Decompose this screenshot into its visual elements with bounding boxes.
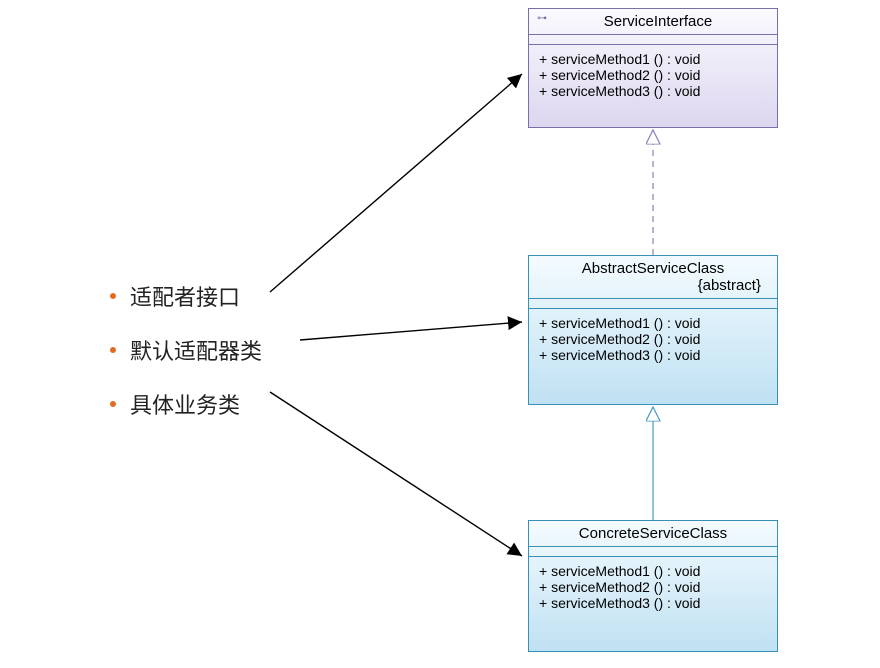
uml-box-interface: ⊶ ServiceInterface + serviceMethod1 () :…	[528, 8, 778, 128]
uml-method: + serviceMethod3 () : void	[539, 83, 767, 99]
uml-title-row: ConcreteServiceClass	[529, 521, 777, 547]
bullet-item: 适配者接口	[110, 280, 262, 312]
uml-box-concrete: ConcreteServiceClass + serviceMethod1 ()…	[528, 520, 778, 652]
bullet-label: 默认适配器类	[130, 334, 262, 366]
uml-method: + serviceMethod1 () : void	[539, 563, 767, 579]
uml-title: ConcreteServiceClass	[579, 525, 727, 542]
uml-method: + serviceMethod3 () : void	[539, 595, 767, 611]
bullet-dot-icon	[110, 293, 116, 299]
bullet-item: 默认适配器类	[110, 334, 262, 366]
uml-title: ServiceInterface	[604, 13, 712, 30]
bullet-list: 适配者接口默认适配器类具体业务类	[110, 280, 262, 442]
bullet-label: 适配者接口	[130, 280, 240, 312]
uml-attrs-empty	[529, 299, 777, 309]
uml-method: + serviceMethod2 () : void	[539, 331, 767, 347]
connector-pointer-3	[270, 392, 522, 556]
connector-pointer-1	[270, 74, 522, 292]
uml-title-row: ⊶ ServiceInterface	[529, 9, 777, 35]
uml-methods: + serviceMethod1 () : void+ serviceMetho…	[529, 309, 777, 369]
uml-method: + serviceMethod2 () : void	[539, 579, 767, 595]
uml-attrs-empty	[529, 35, 777, 45]
bullet-item: 具体业务类	[110, 388, 262, 420]
uml-method: + serviceMethod2 () : void	[539, 67, 767, 83]
connector-pointer-2	[300, 322, 522, 340]
uml-title-row: AbstractServiceClass {abstract}	[529, 256, 777, 299]
bullet-label: 具体业务类	[130, 388, 240, 420]
uml-method: + serviceMethod1 () : void	[539, 315, 767, 331]
uml-methods: + serviceMethod1 () : void+ serviceMetho…	[529, 45, 777, 105]
uml-box-abstract: AbstractServiceClass {abstract} + servic…	[528, 255, 778, 405]
uml-methods: + serviceMethod1 () : void+ serviceMetho…	[529, 557, 777, 617]
interface-icon: ⊶	[537, 13, 547, 24]
bullet-dot-icon	[110, 401, 116, 407]
uml-attrs-empty	[529, 547, 777, 557]
uml-method: + serviceMethod1 () : void	[539, 51, 767, 67]
uml-title: AbstractServiceClass	[537, 260, 769, 277]
bullet-dot-icon	[110, 347, 116, 353]
uml-method: + serviceMethod3 () : void	[539, 347, 767, 363]
uml-subtitle: {abstract}	[537, 277, 769, 294]
